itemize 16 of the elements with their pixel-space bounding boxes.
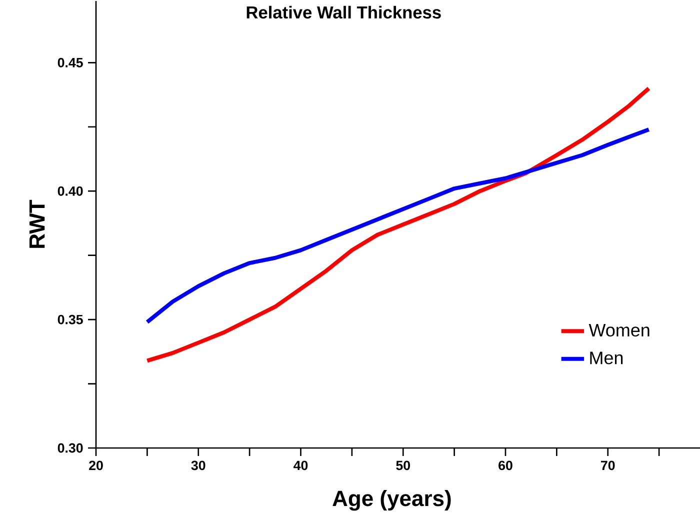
x-tick-label: 60 [498, 460, 512, 470]
x-axis-title: Age (years) [332, 490, 451, 511]
x-tick-label: 20 [89, 460, 103, 470]
y-tick-label: 0.40 [58, 186, 83, 196]
y-axis-title: RWT [29, 200, 45, 248]
legend-label: Men [590, 352, 623, 364]
legend-label: Women [588, 324, 650, 337]
y-tick-label: 0.35 [58, 314, 83, 324]
x-tick-label: 50 [396, 460, 410, 470]
x-tick-label: 70 [601, 460, 615, 470]
y-tick-label: 0.45 [58, 58, 83, 68]
y-tick-label: 0.30 [58, 443, 83, 453]
chart-title: Relative Wall Thickness [246, 6, 441, 19]
x-tick-label: 30 [191, 460, 206, 470]
line-series [145, 86, 651, 363]
x-tick-label: 40 [294, 460, 308, 470]
